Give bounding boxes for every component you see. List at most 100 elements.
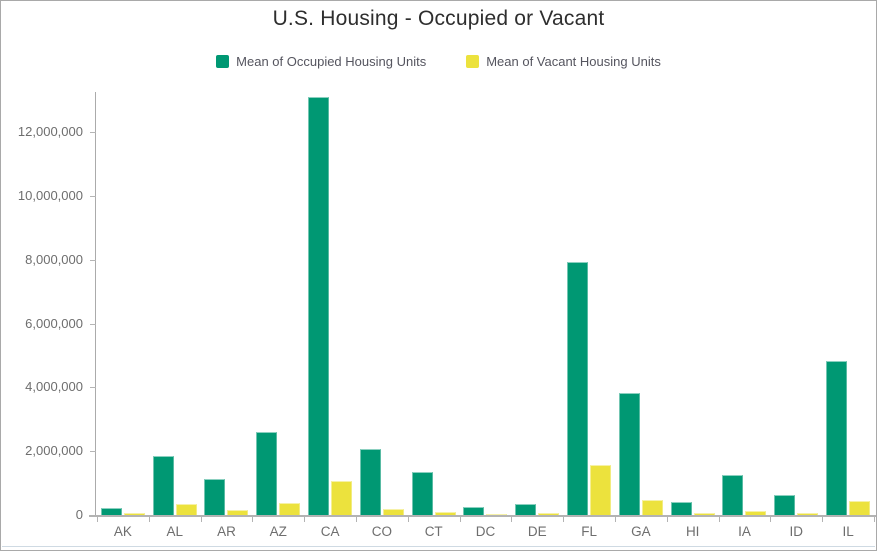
bar-HI-occupied[interactable] [670, 502, 692, 515]
x-axis-tick [200, 516, 202, 522]
bar-AL-vacant[interactable] [175, 504, 197, 515]
y-axis-label: 4,000,000 [25, 379, 83, 395]
bar-AK-vacant[interactable] [123, 513, 145, 515]
bar-IL-vacant[interactable] [849, 501, 871, 515]
x-axis-label-AZ: AZ [269, 524, 287, 539]
x-axis-tick [615, 516, 616, 522]
x-axis-tick [252, 516, 254, 522]
bar-DC-occupied[interactable] [463, 507, 485, 515]
bar-AZ-occupied[interactable] [256, 432, 278, 515]
x-axis-tick [356, 516, 357, 522]
y-axis-label: 10,000,000 [17, 188, 83, 204]
x-axis-tick [148, 516, 150, 522]
bar-group-HI [667, 92, 719, 515]
y-axis-tick [90, 451, 96, 453]
bottom-divider [2, 546, 875, 547]
x-axis-label-CO: CO [371, 524, 393, 539]
vacant-color-swatch-icon [466, 55, 480, 68]
y-axis-label: 6,000,000 [25, 315, 83, 331]
x-axis-label-IA: IA [738, 524, 751, 539]
legend-label-vacant: Mean of Vacant Housing Units [486, 54, 661, 69]
bar-CT-vacant[interactable] [434, 512, 456, 515]
bar-group-AR [201, 92, 253, 515]
bar-group-CA [304, 92, 356, 515]
bar-group-IL [822, 92, 874, 515]
bar-AL-occupied[interactable] [152, 456, 174, 515]
occupied-color-swatch-icon [216, 55, 230, 68]
legend: Mean of Occupied Housing Units Mean of V… [1, 54, 876, 69]
x-axis-label-ID: ID [789, 524, 804, 539]
x-axis-label-FL: FL [581, 524, 597, 539]
x-axis-label-DE: DE [527, 524, 547, 539]
x-axis-label-DC: DC [475, 524, 496, 539]
bar-CO-vacant[interactable] [382, 509, 404, 515]
x-axis-label-IL: IL [842, 524, 854, 539]
y-axis-tick [90, 132, 96, 134]
chart-title: U.S. Housing - Occupied or Vacant [272, 7, 605, 30]
x-axis-tick [407, 516, 409, 522]
bar-IL-occupied[interactable] [826, 361, 848, 515]
x-axis-label-HI: HI [685, 524, 700, 539]
bar-GA-occupied[interactable] [618, 393, 640, 515]
x-axis-label-AK: AK [113, 524, 132, 539]
y-axis-label: 2,000,000 [25, 443, 83, 459]
bar-HI-vacant[interactable] [693, 513, 715, 515]
bar-group-CT [408, 92, 460, 515]
y-axis-tick [90, 323, 96, 325]
y-axis-label: 12,000,000 [17, 124, 83, 140]
x-axis-tick [97, 516, 98, 522]
legend-item-occupied[interactable]: Mean of Occupied Housing Units [216, 54, 426, 69]
y-axis-label: 0 [75, 507, 83, 522]
bar-AR-vacant[interactable] [227, 510, 249, 515]
bar-DE-occupied[interactable] [515, 504, 537, 515]
legend-item-vacant[interactable]: Mean of Vacant Housing Units [466, 54, 661, 69]
legend-label-occupied: Mean of Occupied Housing Units [236, 54, 427, 69]
bar-group-DE [511, 92, 563, 515]
bar-CO-occupied[interactable] [359, 449, 381, 515]
bar-GA-vacant[interactable] [641, 500, 663, 515]
bar-group-FL [563, 92, 615, 515]
bar-group-IA [719, 92, 771, 515]
x-axis-tick [666, 516, 668, 522]
x-axis-tick [770, 516, 772, 522]
x-axis-tick [822, 516, 824, 522]
bar-group-AZ [252, 92, 304, 515]
x-axis-baseline [89, 515, 876, 517]
x-axis-tick [718, 516, 720, 522]
bar-group-CO [356, 92, 408, 515]
y-axis-tick [90, 259, 96, 261]
bar-group-GA [615, 92, 667, 515]
bar-DE-vacant[interactable] [538, 513, 560, 515]
bar-CA-vacant[interactable] [331, 481, 353, 515]
bars-row [97, 92, 874, 515]
bar-IA-vacant[interactable] [745, 511, 767, 515]
bar-group-DC [460, 92, 512, 515]
x-axis-label-CA: CA [320, 524, 340, 539]
x-axis-label-AL: AL [166, 524, 183, 539]
bar-DC-vacant[interactable] [486, 514, 508, 515]
bar-FL-occupied[interactable] [567, 262, 589, 515]
y-axis-line [95, 92, 96, 517]
x-axis-tick [304, 516, 306, 522]
x-axis-tick [511, 516, 513, 522]
y-axis-tick [90, 387, 96, 389]
bar-CA-occupied[interactable] [308, 97, 330, 515]
x-axis-label-CT: CT [424, 524, 443, 539]
y-axis-label: 8,000,000 [25, 251, 83, 267]
bar-IA-occupied[interactable] [722, 475, 744, 515]
bar-group-AL [149, 92, 201, 515]
bar-ID-occupied[interactable] [774, 495, 796, 515]
bar-group-ID [770, 92, 822, 515]
bar-ID-vacant[interactable] [797, 513, 819, 515]
x-axis-label-GA: GA [631, 524, 651, 539]
bar-group-AK [97, 92, 149, 515]
x-axis-label-AR: AR [217, 524, 236, 539]
x-axis-tick [874, 516, 875, 522]
bar-AR-occupied[interactable] [204, 479, 226, 515]
x-axis-tick [459, 516, 461, 522]
bar-AK-occupied[interactable] [100, 508, 122, 515]
bar-CT-occupied[interactable] [411, 472, 433, 515]
bar-AZ-vacant[interactable] [279, 503, 301, 515]
bar-FL-vacant[interactable] [590, 465, 612, 515]
